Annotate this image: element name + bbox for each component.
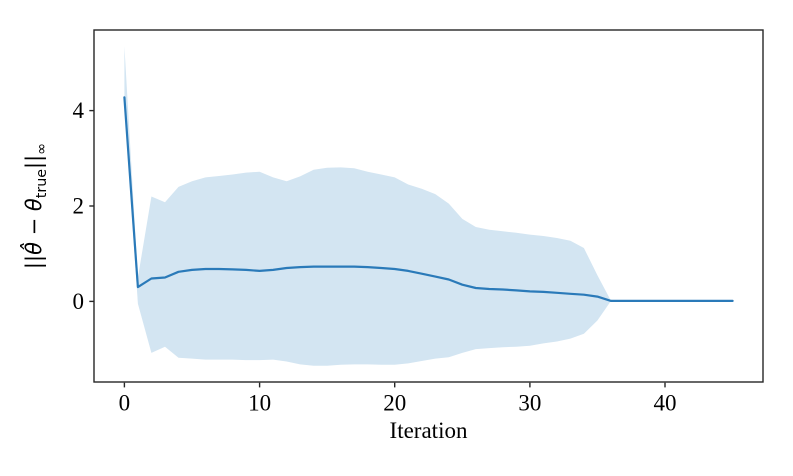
mean-line [123,96,734,302]
x-tick-label-0: 0 [119,391,131,416]
confidence-band [124,46,733,366]
y-tick-label-0: 0 [73,289,85,314]
theta-hat-symbol: θ̂ [22,242,46,255]
x-tick-label-20: 20 [383,391,406,416]
theta-true-symbol: θ [22,198,46,212]
y-axis-label: ||θ̂ − θtrue||∞ [21,96,51,316]
x-tick-label-30: 30 [518,391,541,416]
x-tick-label-40: 40 [654,391,677,416]
theta-true-subscript: true [34,168,51,199]
infinity-norm-subscript: ∞ [34,142,51,155]
y-tick-label-4: 4 [73,98,85,123]
y-tick-label-2: 2 [73,194,85,219]
norm-close: || [22,154,46,169]
minus-sign: − [22,211,46,243]
x-tick-marks [123,382,666,388]
x-axis-label: Iteration [390,418,468,443]
y-tick-marks [89,109,94,303]
norm-open: || [22,254,46,270]
x-tick-label-10: 10 [248,391,271,416]
